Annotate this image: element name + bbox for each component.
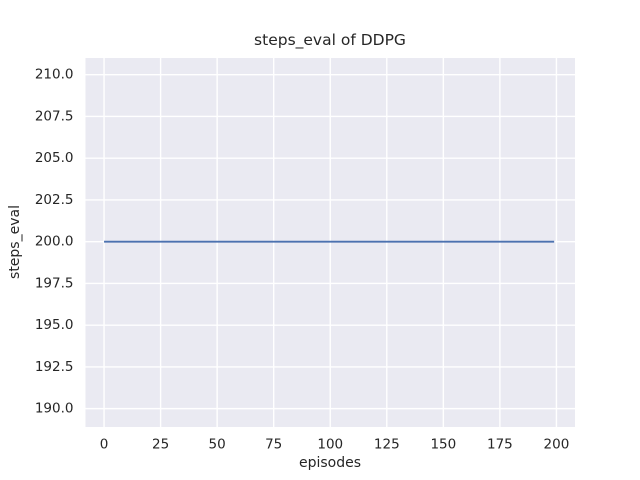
x-tick-label: 125	[374, 437, 400, 453]
x-tick-label: 175	[487, 437, 513, 453]
y-tick-label: 205.0	[35, 150, 74, 166]
y-tick-label: 190.0	[35, 401, 74, 417]
x-tick-label: 25	[152, 437, 169, 453]
x-tick-label: 75	[265, 437, 282, 453]
x-tick-label: 100	[317, 437, 343, 453]
x-tick-label: 150	[430, 437, 456, 453]
x-tick-label: 0	[100, 437, 109, 453]
y-tick-label: 210.0	[35, 67, 74, 83]
y-tick-label: 195.0	[35, 317, 74, 333]
y-tick-label: 192.5	[35, 359, 74, 375]
x-axis-label: episodes	[298, 455, 362, 471]
y-axis-label: steps_eval	[7, 205, 23, 279]
chart-title: steps_eval of DDPG	[254, 31, 406, 49]
y-tick-label: 200.0	[35, 234, 74, 250]
x-tick-label: 200	[544, 437, 570, 453]
y-tick-label: 197.5	[35, 275, 74, 291]
y-tick-label: 202.5	[35, 192, 74, 208]
y-tick-label: 207.5	[35, 108, 74, 124]
x-tick-label: 50	[209, 437, 226, 453]
